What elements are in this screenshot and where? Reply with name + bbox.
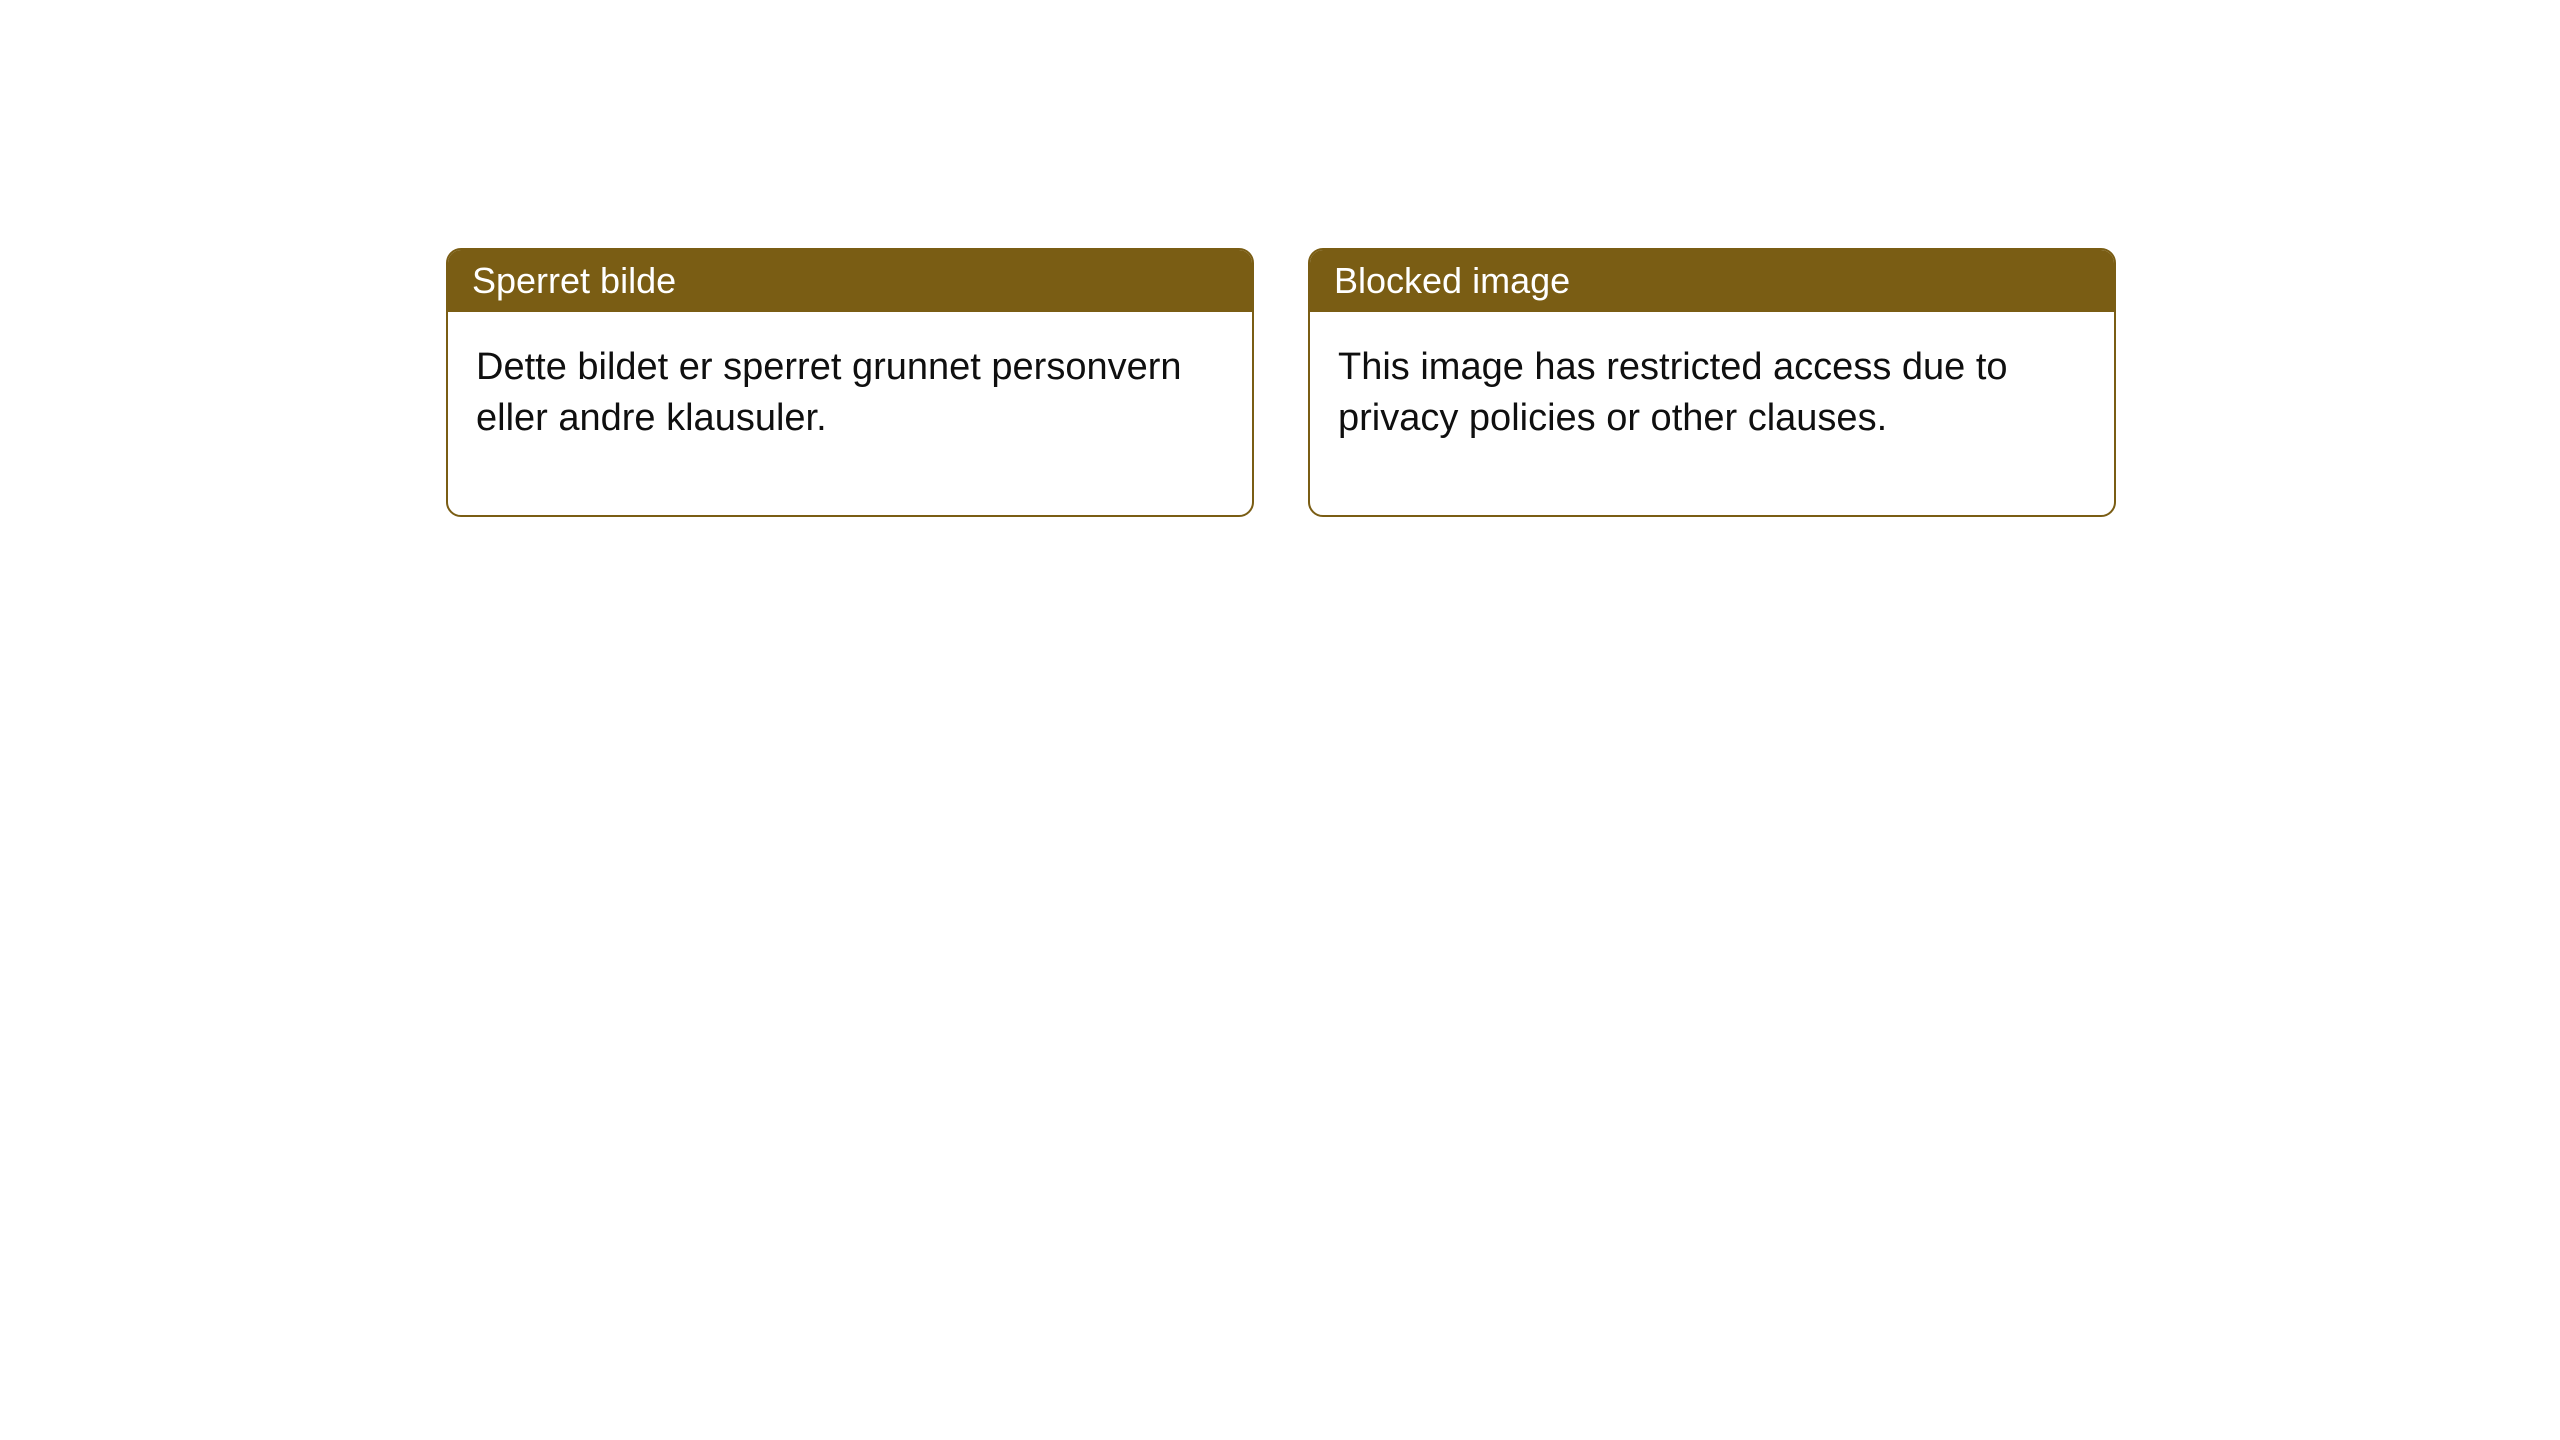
- card-body: Dette bildet er sperret grunnet personve…: [448, 312, 1252, 515]
- card-body-text: This image has restricted access due to …: [1338, 346, 2008, 439]
- card-header: Sperret bilde: [448, 250, 1252, 312]
- card-title: Blocked image: [1334, 260, 1570, 301]
- card-body: This image has restricted access due to …: [1310, 312, 2114, 515]
- notice-card-norwegian: Sperret bilde Dette bildet er sperret gr…: [446, 248, 1254, 517]
- card-body-text: Dette bildet er sperret grunnet personve…: [476, 346, 1182, 439]
- card-header: Blocked image: [1310, 250, 2114, 312]
- notice-cards-container: Sperret bilde Dette bildet er sperret gr…: [0, 0, 2560, 517]
- notice-card-english: Blocked image This image has restricted …: [1308, 248, 2116, 517]
- card-title: Sperret bilde: [472, 260, 676, 301]
